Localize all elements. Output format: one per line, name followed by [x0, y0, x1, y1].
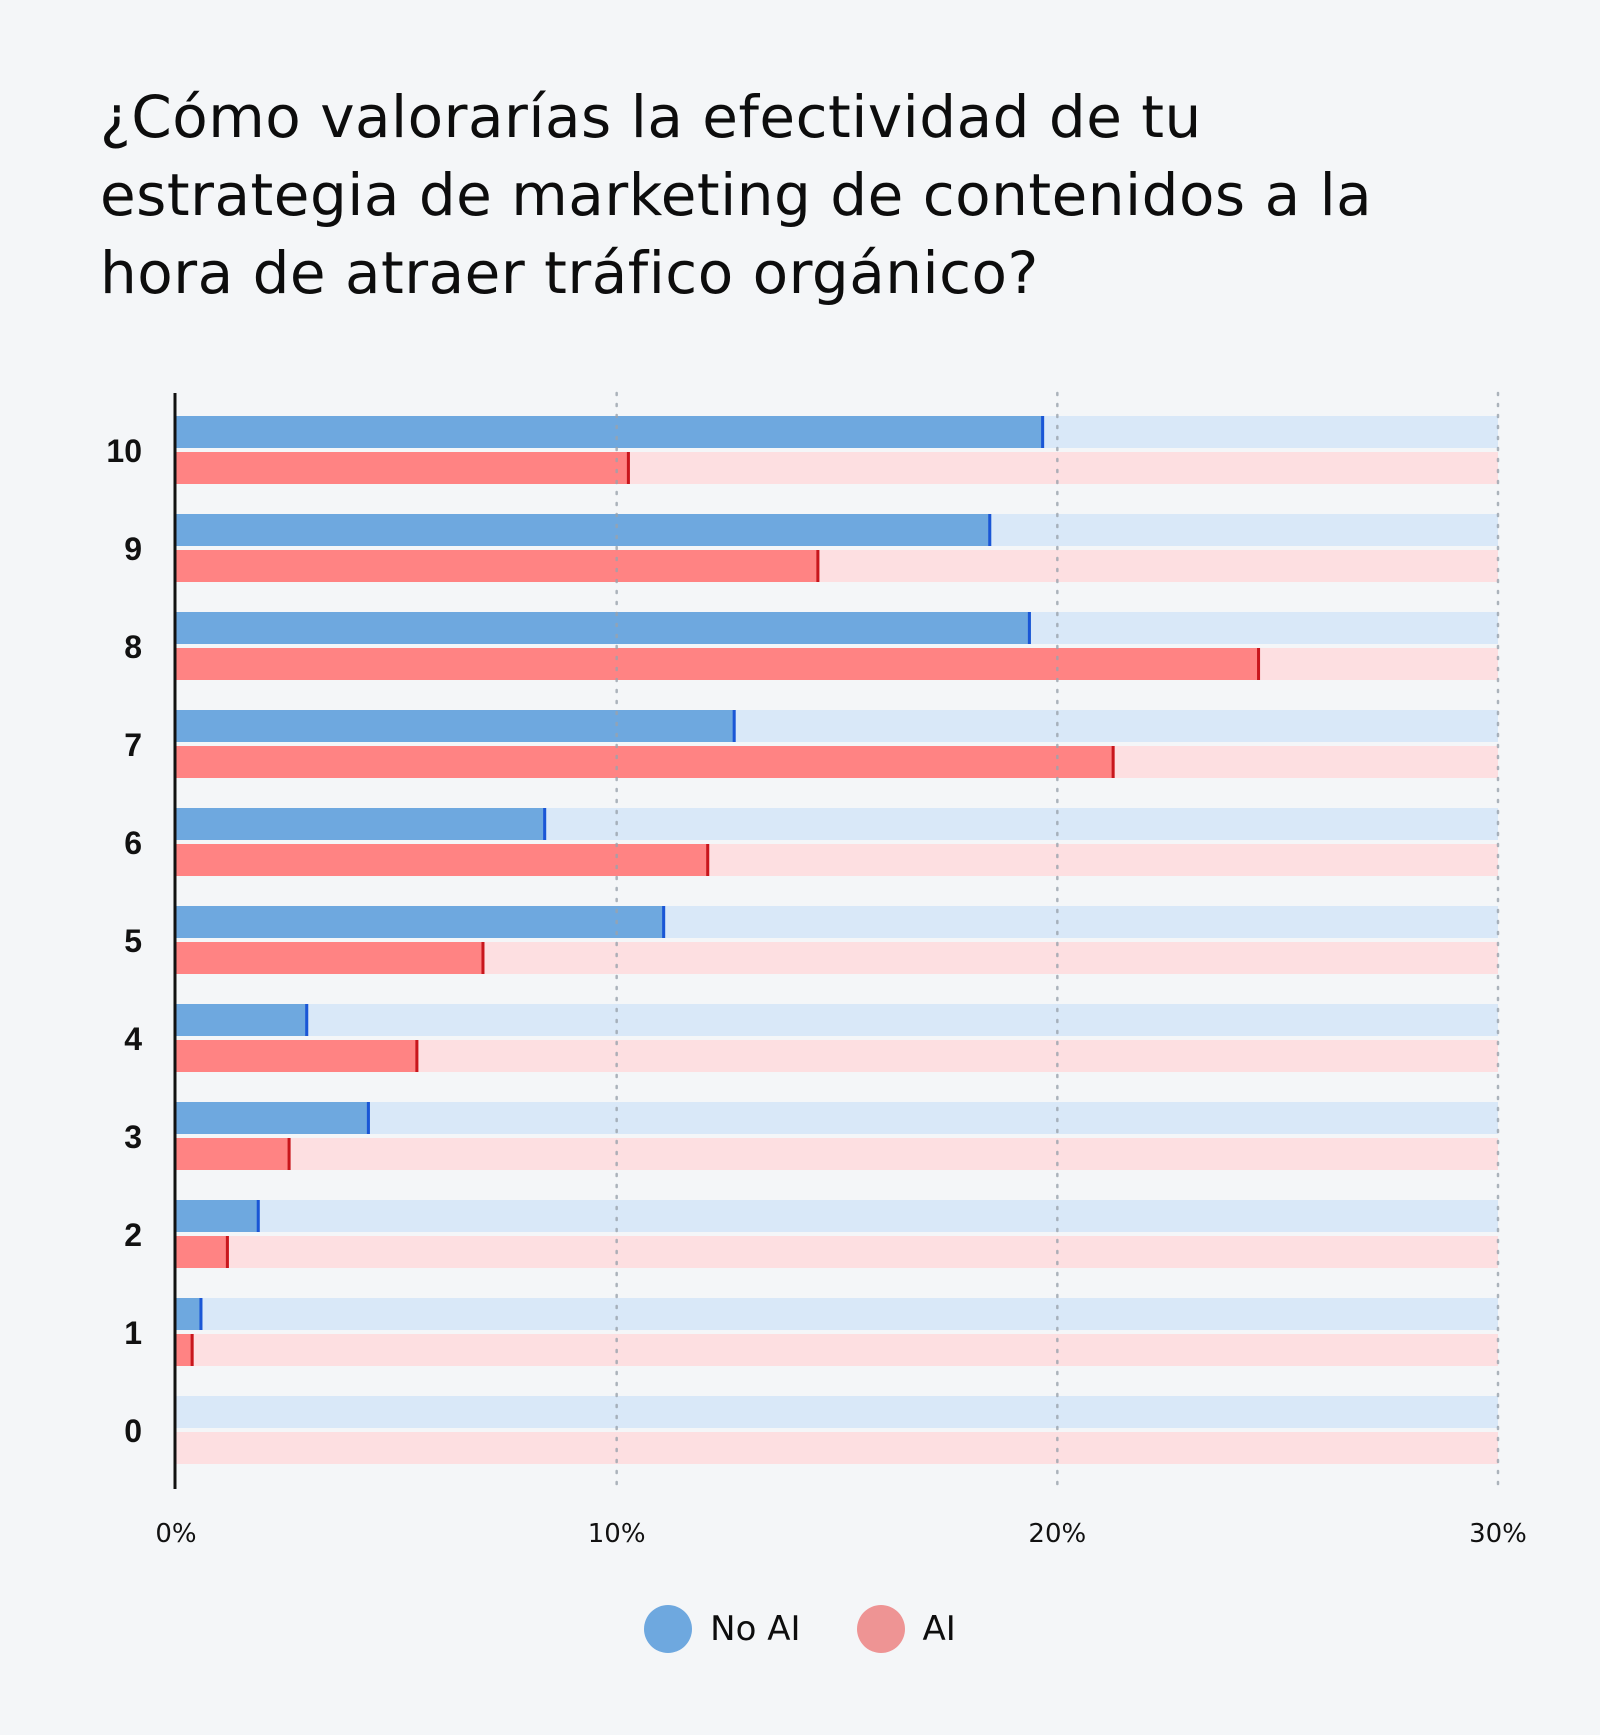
bar-end-marker-2-ai	[225, 1236, 229, 1268]
category-label-3: 3	[124, 1119, 142, 1155]
bar-end-marker-4-ai	[415, 1040, 419, 1072]
bar-end-marker-9-ai	[816, 550, 820, 582]
legend: No AI AI	[0, 1605, 1600, 1653]
bar-end-marker-3-ai	[287, 1138, 291, 1170]
bar-track-4-no-ai	[176, 1004, 1498, 1036]
category-label-7: 7	[124, 727, 142, 763]
bar-end-marker-10-no-ai	[1041, 416, 1045, 448]
bar-track-2-ai	[176, 1236, 1498, 1268]
bar-track-3-no-ai	[176, 1102, 1498, 1134]
bar-end-marker-9-no-ai	[988, 514, 992, 546]
chart-title: ¿Cómo valorarías la efectividad de tu es…	[100, 83, 1373, 307]
bar-track-2-no-ai	[176, 1200, 1498, 1232]
bar-9-ai	[176, 550, 820, 582]
bar-1-no-ai	[176, 1298, 203, 1330]
bar-5-no-ai	[176, 906, 666, 938]
category-label-4: 4	[124, 1021, 142, 1057]
bar-track-0-no-ai	[176, 1396, 1498, 1428]
category-label-5: 5	[124, 923, 142, 959]
bar-9-no-ai	[176, 514, 992, 546]
bar-8-no-ai	[176, 612, 1031, 644]
bar-3-ai	[176, 1138, 291, 1170]
legend-swatch-no-ai	[644, 1605, 693, 1653]
bar-2-ai	[176, 1236, 229, 1268]
legend-label-no-ai: No AI	[710, 1609, 801, 1649]
bar-end-marker-1-ai	[190, 1334, 194, 1366]
category-label-1: 1	[124, 1315, 142, 1351]
bar-4-no-ai	[176, 1004, 309, 1036]
bar-4-ai	[176, 1040, 419, 1072]
bar-end-marker-6-no-ai	[543, 808, 547, 840]
bar-track-1-no-ai	[176, 1298, 1498, 1330]
bar-10-ai	[176, 452, 630, 484]
bar-7-ai	[176, 746, 1115, 778]
legend-swatch-ai	[856, 1605, 905, 1653]
bar-10-no-ai	[176, 416, 1045, 448]
bar-end-marker-3-no-ai	[366, 1102, 370, 1134]
category-label-0: 0	[124, 1413, 142, 1449]
bar-5-ai	[176, 942, 485, 974]
bar-1-ai	[176, 1334, 194, 1366]
category-label-6: 6	[124, 825, 142, 861]
category-label-10: 10	[106, 433, 142, 469]
bar-8-ai	[176, 648, 1261, 680]
x-tick-label-0pct: 0%	[155, 1519, 196, 1549]
category-label-2: 2	[124, 1217, 142, 1253]
legend-label-ai: AI	[922, 1609, 956, 1649]
x-tick-label-30pct: 30%	[1469, 1519, 1527, 1549]
bar-end-marker-2-no-ai	[256, 1200, 260, 1232]
bar-6-no-ai	[176, 808, 547, 840]
bar-end-marker-7-ai	[1111, 746, 1115, 778]
bar-end-marker-8-ai	[1257, 648, 1261, 680]
bar-2-no-ai	[176, 1200, 260, 1232]
bar-end-marker-1-no-ai	[199, 1298, 203, 1330]
bar-track-3-ai	[176, 1138, 1498, 1170]
x-tick-label-10pct: 10%	[588, 1519, 646, 1549]
bar-track-1-ai	[176, 1334, 1498, 1366]
legend-item-no-ai[interactable]: No AI	[644, 1605, 801, 1653]
category-label-9: 9	[124, 531, 142, 567]
bar-end-marker-5-no-ai	[662, 906, 666, 938]
x-tick-label-20pct: 20%	[1028, 1519, 1086, 1549]
legend-item-ai[interactable]: AI	[856, 1605, 956, 1653]
bar-3-no-ai	[176, 1102, 370, 1134]
bar-end-marker-6-ai	[706, 844, 710, 876]
category-label-8: 8	[124, 629, 142, 665]
bar-track-0-ai	[176, 1432, 1498, 1464]
bar-end-marker-7-no-ai	[732, 710, 736, 742]
bar-end-marker-10-ai	[626, 452, 630, 484]
bar-end-marker-5-ai	[481, 942, 485, 974]
bar-7-no-ai	[176, 710, 736, 742]
bar-end-marker-4-no-ai	[305, 1004, 309, 1036]
bar-end-marker-8-no-ai	[1027, 612, 1031, 644]
bar-6-ai	[176, 844, 710, 876]
